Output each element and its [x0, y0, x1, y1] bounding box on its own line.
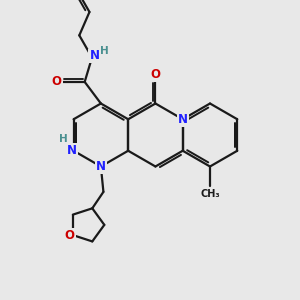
Text: H: H [100, 46, 109, 56]
Text: N: N [89, 50, 99, 62]
Text: O: O [65, 229, 75, 242]
Text: N: N [178, 113, 188, 126]
Text: N: N [178, 113, 188, 126]
Text: O: O [150, 68, 161, 81]
Text: N: N [67, 144, 77, 157]
Text: O: O [52, 75, 62, 88]
Text: N: N [96, 160, 106, 173]
Text: CH₃: CH₃ [200, 189, 220, 200]
Text: H: H [59, 134, 68, 144]
